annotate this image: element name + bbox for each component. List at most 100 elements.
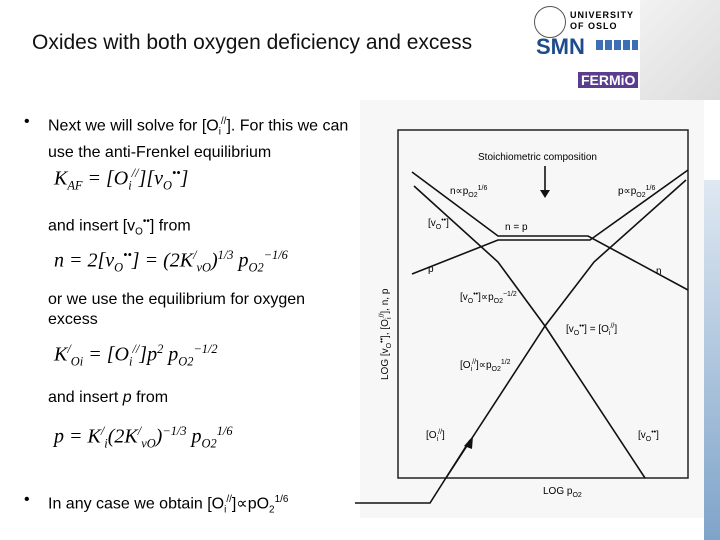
superscript: 1/6 — [274, 494, 289, 505]
text-run: K — [54, 343, 68, 366]
superscript: // — [438, 429, 442, 436]
text-run: from — [131, 389, 169, 406]
subscript: O2 — [201, 436, 217, 451]
text-run: ], [O — [380, 319, 391, 338]
superscript: •• — [123, 248, 132, 262]
subscript: AF — [67, 178, 83, 193]
oi-curve — [445, 179, 687, 479]
superscript: // — [472, 359, 476, 366]
text-run: K — [54, 167, 68, 190]
superscript: •• — [379, 337, 386, 342]
decor-image — [640, 0, 720, 100]
text-run: ] — [442, 430, 445, 441]
subscript: O2 — [492, 366, 501, 373]
text-run: p — [186, 425, 202, 448]
superscript: // — [379, 314, 386, 318]
subscript: 2 — [269, 504, 275, 516]
superscript: −1/2 — [503, 291, 517, 298]
subscript: O2 — [468, 192, 477, 199]
curves — [355, 166, 689, 504]
text-run: and insert [v — [48, 217, 136, 235]
text-run: or we use the equilibrium for oxygen exc… — [48, 291, 306, 328]
subscript: i — [104, 436, 108, 451]
x-axis-label: LOG pO2 — [543, 486, 582, 499]
superscript: / — [137, 424, 142, 438]
diagram-label: n∝pO21/6 — [450, 185, 487, 199]
diagram-label: [vO••] — [428, 217, 449, 231]
text-run: n∝p — [450, 186, 469, 197]
subscript: i — [437, 436, 439, 443]
subscript: O — [468, 298, 474, 305]
text-run: ) — [155, 425, 163, 448]
superscript: // — [610, 323, 614, 330]
equation: p = K/i(2K/vO)−1/3 pO21/6 — [54, 424, 233, 452]
subscript: i — [471, 366, 473, 373]
text-run: [v — [428, 218, 436, 229]
text-run: [O — [460, 360, 471, 371]
text-run: p — [163, 343, 179, 366]
subscript: i — [609, 330, 611, 337]
arrow-head — [540, 190, 550, 198]
y-axis-label: LOG [vO••], [Oi//], n, p — [379, 288, 393, 380]
n-curve — [411, 171, 689, 291]
text-run: p∝p — [618, 186, 637, 197]
superscript: •• — [579, 323, 584, 330]
slide-title: Oxides with both oxygen deficiency and e… — [32, 31, 473, 54]
text-run: ]. For this we can use the anti-Frenkel … — [48, 117, 349, 161]
uio-line: OF OSLO — [570, 21, 618, 31]
subscript: O2 — [572, 492, 581, 499]
text-run: ]∝p — [478, 292, 494, 303]
superscript: −1/3 — [162, 424, 187, 438]
subscript: O — [135, 226, 143, 238]
diagram-label: p — [428, 264, 434, 275]
equation: KAF = [Oi//][vO••] — [54, 166, 188, 194]
subscript: O2 — [636, 192, 645, 199]
fermio-logo: FERMiO — [578, 72, 639, 88]
subscript: O — [114, 260, 124, 275]
text: and insert p from — [48, 388, 358, 408]
uio-line: UNIVERSITY — [570, 10, 635, 20]
subscript: i — [218, 126, 221, 138]
superscript: 2 — [157, 342, 164, 356]
subscript: i — [386, 317, 393, 319]
subscript: vO — [196, 260, 211, 275]
smn-logo: SMN — [536, 34, 585, 59]
superscript: // — [220, 116, 227, 127]
superscript: −1/6 — [263, 248, 288, 262]
text-run: Next we will solve for [O — [48, 117, 219, 135]
diagram-label: [vO••] — [638, 429, 659, 443]
text-run: n = 2[v — [54, 249, 115, 272]
smn-dots — [596, 40, 638, 50]
decor-bar — [704, 180, 720, 540]
vo-curve — [413, 185, 646, 479]
bullet: Next we will solve for [Oi//]. For this … — [24, 112, 358, 163]
text-run: ] from — [149, 217, 191, 235]
subscript: Oi — [70, 354, 84, 369]
diagram-label: [vO••] = [Oi//] — [566, 323, 617, 337]
text-run: ]p — [139, 343, 158, 366]
superscript: / — [193, 248, 197, 262]
text-run: and insert — [48, 389, 123, 406]
subscript: i — [128, 354, 133, 369]
text-run: LOG [v — [380, 348, 391, 380]
uio-name: UNIVERSITY OF OSLO — [570, 10, 634, 32]
text-run: ] = [O — [584, 324, 609, 335]
text: and insert [vO••] from — [48, 212, 358, 243]
subscript: O2 — [248, 260, 264, 275]
text: or we use the equilibrium for oxygen exc… — [48, 290, 358, 330]
text-run: ]∝p — [476, 360, 492, 371]
text-run: ] — [614, 324, 617, 335]
subscript: O — [646, 436, 652, 443]
subscript: vO — [141, 436, 156, 451]
text-run: ] = (2K — [131, 249, 194, 272]
text-run: p = K — [54, 425, 101, 448]
equation: n = 2[vO••] = (2K/vO)1/3 pO2−1/6 — [54, 248, 288, 276]
superscript: •• — [171, 166, 181, 180]
text-run: = [O — [82, 167, 129, 190]
text-run: ]∝pO — [231, 495, 270, 513]
superscript: •• — [142, 216, 150, 227]
subscript: O — [386, 342, 393, 348]
superscript: •• — [473, 291, 478, 298]
diagram-label: n — [656, 266, 662, 277]
